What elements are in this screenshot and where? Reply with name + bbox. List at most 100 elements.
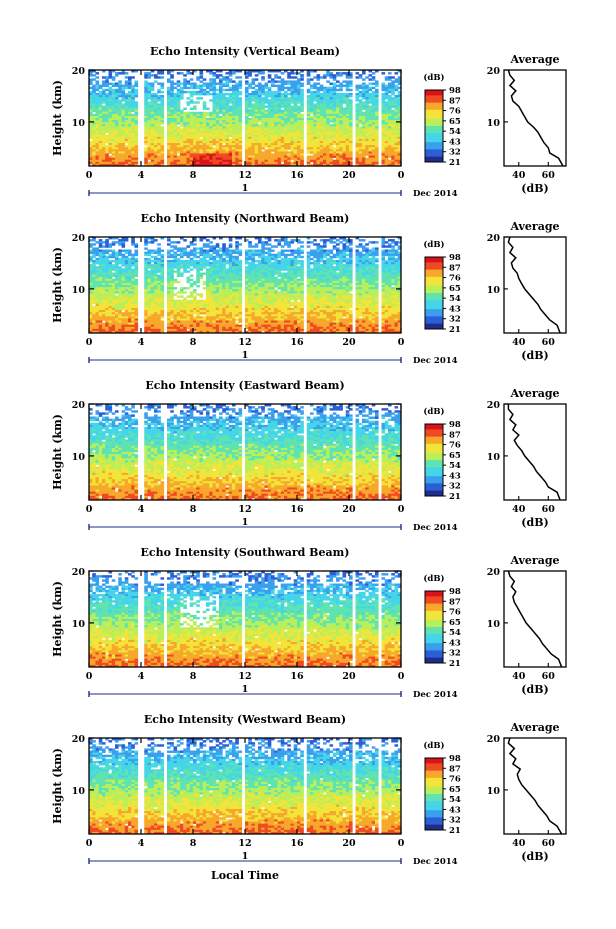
heatmap-cell (365, 110, 369, 112)
heatmap-cell (278, 139, 282, 141)
heatmap-cell (235, 103, 239, 105)
heatmap-cell (261, 145, 265, 147)
heatmap-cell (92, 114, 96, 116)
heatmap-cell (180, 160, 184, 162)
heatmap-cell (177, 291, 181, 293)
heatmap-cell (102, 241, 106, 243)
heatmap-cell (365, 105, 369, 107)
heatmap-cell (255, 122, 259, 124)
heatmap-cell (193, 151, 197, 153)
heatmap-cell (174, 308, 178, 310)
heatmap-cell (268, 110, 272, 112)
heatmap-cell (294, 99, 298, 101)
heatmap-cell (375, 147, 379, 149)
heatmap-cell (245, 80, 249, 82)
heatmap-cell (326, 114, 330, 116)
heatmap-cell (232, 87, 236, 89)
heatmap-cell (170, 250, 174, 252)
heatmap-cell (183, 141, 187, 143)
heatmap-cell (261, 99, 265, 101)
heatmap-cell (330, 153, 334, 155)
heatmap-cell (148, 101, 152, 103)
heatmap-cell (151, 281, 155, 283)
heatmap-cell (271, 108, 275, 110)
heatmap-cell (369, 93, 373, 95)
heatmap-cell (213, 97, 217, 99)
heatmap-cell (170, 156, 174, 158)
heatmap-cell (99, 312, 103, 314)
heatmap-cell (203, 262, 207, 264)
heatmap-cell (248, 156, 252, 158)
heatmap-cell (206, 143, 210, 145)
heatmap-cell (196, 275, 200, 277)
heatmap-cell (118, 128, 122, 130)
heatmap-cell (193, 153, 197, 155)
heatmap-cell (226, 85, 230, 87)
heatmap-cell (261, 124, 265, 126)
heatmap-cell (356, 153, 360, 155)
heatmap-cell (388, 110, 392, 112)
heatmap-cell (203, 147, 207, 149)
heatmap-cell (151, 135, 155, 137)
heatmap-cell (115, 256, 119, 258)
heatmap-cell (92, 78, 96, 80)
heatmap-cell (209, 151, 213, 153)
heatmap-cell (252, 133, 256, 135)
heatmap-cell (105, 156, 109, 158)
heatmap-cell (336, 116, 340, 118)
heatmap-cell (131, 139, 135, 141)
heatmap-cell (105, 287, 109, 289)
heatmap-cell (174, 266, 178, 268)
profile-frame (504, 70, 566, 166)
heatmap-cell (125, 302, 129, 304)
heatmap-cell (92, 101, 96, 103)
heatmap-cell (206, 118, 210, 120)
heatmap-cell (183, 254, 187, 256)
colorbar-tick-label: 98 (449, 86, 461, 96)
heatmap-cell (349, 80, 353, 82)
heatmap-cell (187, 122, 191, 124)
heatmap-cell (268, 147, 272, 149)
heatmap-cell (112, 266, 116, 268)
heatmap-cell (170, 264, 174, 266)
heatmap-cell (278, 143, 282, 145)
heatmap-cell (278, 116, 282, 118)
heatmap-cell (157, 112, 161, 114)
heatmap-cell (183, 122, 187, 124)
heatmap-cell (385, 89, 389, 91)
heatmap-cell (213, 74, 217, 76)
heatmap-cell (170, 76, 174, 78)
heatmap-cell (200, 306, 204, 308)
heatmap-cell (297, 108, 301, 110)
heatmap-cell (346, 108, 350, 110)
heatmap-cell (109, 89, 113, 91)
heatmap-cell (170, 149, 174, 151)
heatmap-cell (99, 160, 103, 162)
heatmap-cell (154, 131, 158, 133)
heatmap-cell (102, 250, 106, 252)
heatmap-cell (235, 156, 239, 158)
heatmap-cell (310, 93, 314, 95)
heatmap-cell (154, 151, 158, 153)
heatmap-cell (209, 241, 213, 243)
heatmap-cell (219, 153, 223, 155)
heatmap-cell (154, 316, 158, 318)
heatmap-cell (382, 135, 386, 137)
heatmap-cell (190, 302, 194, 304)
heatmap-cell (112, 241, 116, 243)
heatmap-cell (144, 110, 148, 112)
heatmap-cell (388, 112, 392, 114)
heatmap-cell (183, 266, 187, 268)
heatmap-cell (125, 151, 129, 153)
heatmap-cell (255, 120, 259, 122)
heatmap-cell (128, 135, 132, 137)
heatmap-cell (148, 133, 152, 135)
heatmap-cell (96, 254, 100, 256)
heatmap-cell (109, 151, 113, 153)
heatmap-cell (154, 306, 158, 308)
heatmap-cell (177, 85, 181, 87)
heatmap-cell (109, 160, 113, 162)
heatmap-cell (96, 291, 100, 293)
heatmap-cell (294, 76, 298, 78)
heatmap-cell (193, 101, 197, 103)
